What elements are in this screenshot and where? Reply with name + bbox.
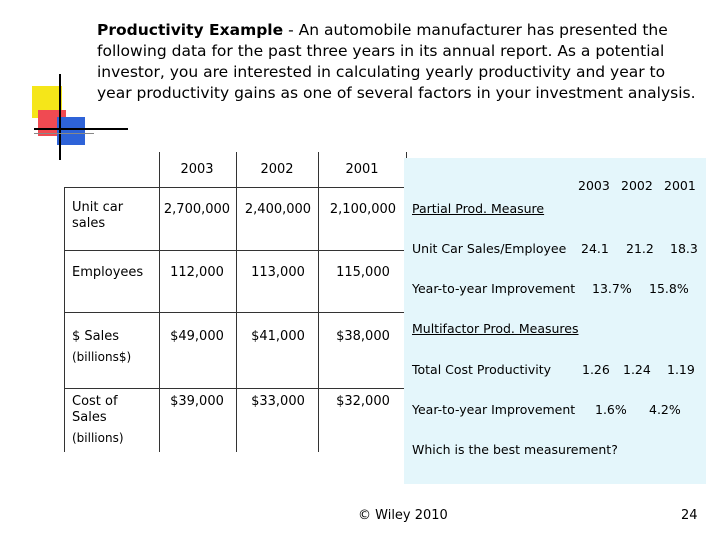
row-label-subtext: (billions) bbox=[72, 431, 124, 445]
panel-year: 2001 bbox=[664, 178, 696, 193]
panel-value: 15.8% bbox=[649, 281, 689, 296]
table-cell: $33,000 bbox=[251, 394, 305, 409]
unit-car-sales-per-employee-label: Unit Car Sales/Employee bbox=[412, 241, 567, 256]
table-rule bbox=[236, 152, 237, 452]
table-header-year: 2001 bbox=[345, 162, 379, 177]
multifactor-measures-heading: Multifactor Prod. Measures bbox=[412, 321, 579, 336]
partial-measure-heading: Partial Prod. Measure bbox=[412, 201, 545, 216]
panel-year: 2003 bbox=[578, 178, 610, 193]
table-rule bbox=[64, 312, 407, 313]
table-rule bbox=[64, 250, 407, 251]
panel-value: 13.7% bbox=[592, 281, 632, 296]
title-body: - An automobile manufacturer has present… bbox=[97, 21, 696, 102]
table-cell: 115,000 bbox=[336, 265, 390, 280]
row-label-text: $ Sales bbox=[72, 329, 120, 344]
panel-year: 2002 bbox=[621, 178, 653, 193]
table-cell: $39,000 bbox=[170, 394, 224, 409]
year-to-year-improvement-label: Year-to-year Improvement bbox=[412, 402, 576, 417]
panel-value: 21.2 bbox=[626, 241, 654, 256]
slide-title: Productivity Example - An automobile man… bbox=[97, 20, 697, 104]
row-label-text: Cost of Sales bbox=[72, 394, 118, 425]
table-rule bbox=[64, 187, 407, 188]
table-rule bbox=[64, 187, 65, 452]
table-cell: 2,700,000 bbox=[163, 202, 231, 217]
title-bold: Productivity Example bbox=[97, 21, 284, 39]
decorative-vertical-line bbox=[59, 74, 61, 160]
table-header-year: 2002 bbox=[260, 162, 294, 177]
table-cell: 112,000 bbox=[170, 265, 224, 280]
table-cell: 113,000 bbox=[251, 265, 305, 280]
total-cost-productivity-label: Total Cost Productivity bbox=[412, 362, 552, 377]
table-cell: $38,000 bbox=[336, 329, 390, 344]
panel-value: 24.1 bbox=[581, 241, 609, 256]
row-label-employees: Employees bbox=[72, 265, 144, 280]
page-number: 24 bbox=[681, 508, 698, 523]
table-rule bbox=[159, 152, 160, 452]
panel-value: 1.26 bbox=[582, 362, 610, 377]
row-label-unit-car-sales: Unit car sales bbox=[72, 200, 124, 231]
table-rule bbox=[64, 388, 407, 389]
copyright-text: © Wiley 2010 bbox=[358, 508, 448, 523]
row-label-sales: $ Sales (billions$) bbox=[72, 329, 154, 365]
table-rule bbox=[318, 152, 319, 452]
row-label-subtext: (billions$) bbox=[72, 350, 132, 364]
decorative-horizontal-line-2 bbox=[34, 133, 94, 134]
decorative-blue-square bbox=[57, 117, 85, 145]
panel-value: 1.6% bbox=[595, 402, 627, 417]
panel-value: 1.24 bbox=[623, 362, 651, 377]
decorative-horizontal-line bbox=[34, 128, 128, 130]
year-to-year-improvement-label: Year-to-year Improvement bbox=[412, 281, 576, 296]
table-cell: $49,000 bbox=[170, 329, 224, 344]
table-cell: $32,000 bbox=[336, 394, 390, 409]
table-cell: 2,100,000 bbox=[329, 202, 397, 217]
data-table: 2003 2002 2001 Unit car sales 2,700,000 … bbox=[64, 152, 407, 452]
panel-value: 4.2% bbox=[649, 402, 681, 417]
table-cell: 2,400,000 bbox=[244, 202, 312, 217]
productivity-panel: 2003 2002 2001 Partial Prod. Measure Uni… bbox=[404, 158, 706, 484]
table-header-year: 2003 bbox=[180, 162, 214, 177]
panel-value: 1.19 bbox=[667, 362, 695, 377]
panel-value: 18.3 bbox=[670, 241, 698, 256]
question-text: Which is the best measurement? bbox=[412, 442, 618, 457]
table-cell: $41,000 bbox=[251, 329, 305, 344]
row-label-cost-of-sales: Cost of Sales (billions) bbox=[72, 394, 154, 446]
